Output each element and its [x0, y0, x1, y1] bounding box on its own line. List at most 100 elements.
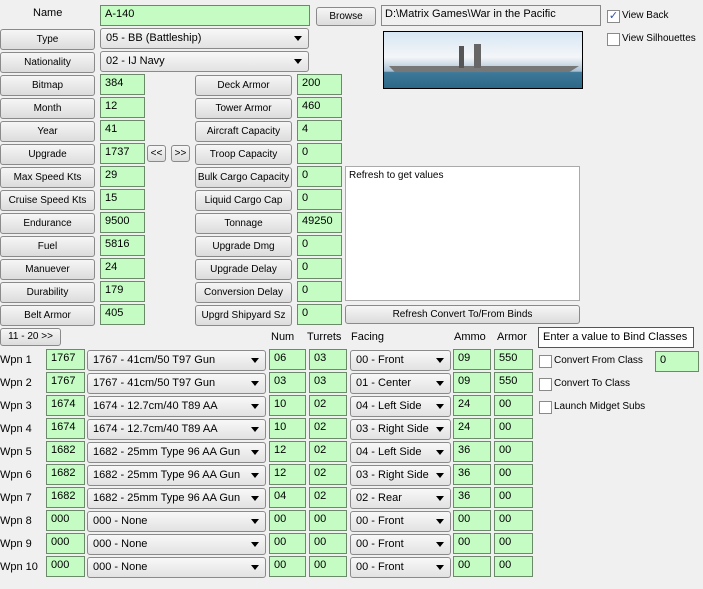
path-field[interactable]: D:\Matrix Games\War in the Pacific [381, 5, 601, 26]
weapon-ammo-input[interactable]: 36 [453, 441, 491, 462]
nationality-button[interactable]: Nationality [0, 52, 95, 73]
field-input[interactable]: 384 [100, 74, 145, 95]
weapon-num-input[interactable]: 10 [269, 395, 306, 416]
field-button[interactable]: Liquid Cargo Cap [195, 190, 292, 211]
weapon-armor-input[interactable]: 00 [494, 395, 533, 416]
field-input[interactable]: 0 [297, 189, 342, 210]
weapon-turrets-input[interactable]: 02 [309, 441, 347, 462]
field-input[interactable]: 5816 [100, 235, 145, 256]
field-button[interactable]: Cruise Speed Kts [0, 190, 95, 211]
field-input[interactable]: 15 [100, 189, 145, 210]
field-button[interactable]: Belt Armor [0, 305, 95, 326]
name-input[interactable]: A-140 [100, 5, 310, 26]
page-next-button[interactable]: 11 - 20 >> [0, 328, 61, 346]
weapon-code-input[interactable]: 000 [46, 533, 85, 554]
weapon-num-input[interactable]: 00 [269, 556, 306, 577]
field-input[interactable]: 0 [297, 235, 342, 256]
refresh-binds-button[interactable]: Refresh Convert To/From Binds [345, 305, 580, 324]
weapon-dropdown[interactable]: 1767 - 41cm/50 T97 Gun [87, 350, 266, 371]
weapon-armor-input[interactable]: 00 [494, 487, 533, 508]
weapon-turrets-input[interactable]: 03 [309, 349, 347, 370]
field-input[interactable]: 41 [100, 120, 145, 141]
weapon-armor-input[interactable]: 550 [494, 372, 533, 393]
field-input[interactable]: 460 [297, 97, 342, 118]
weapon-facing-dropdown[interactable]: 00 - Front [350, 557, 451, 578]
weapon-code-input[interactable]: 1682 [46, 487, 85, 508]
weapon-code-input[interactable]: 1767 [46, 349, 85, 370]
browse-button[interactable]: Browse [316, 7, 376, 26]
weapon-armor-input[interactable]: 550 [494, 349, 533, 370]
weapon-num-input[interactable]: 04 [269, 487, 306, 508]
weapon-dropdown[interactable]: 1674 - 12.7cm/40 T89 AA [87, 396, 266, 417]
field-button[interactable]: Month [0, 98, 95, 119]
field-button[interactable]: Tonnage [195, 213, 292, 234]
info-textarea[interactable]: Refresh to get values [345, 166, 580, 301]
weapon-ammo-input[interactable]: 36 [453, 464, 491, 485]
weapon-facing-dropdown[interactable]: 03 - Right Side [350, 419, 451, 440]
field-button[interactable]: Bulk Cargo Capacity [195, 167, 292, 188]
weapon-turrets-input[interactable]: 00 [309, 510, 347, 531]
field-button[interactable]: Upgrade Dmg [195, 236, 292, 257]
weapon-facing-dropdown[interactable]: 00 - Front [350, 534, 451, 555]
weapon-code-input[interactable]: 1682 [46, 441, 85, 462]
weapon-num-input[interactable]: 12 [269, 441, 306, 462]
field-input[interactable]: 29 [100, 166, 145, 187]
weapon-dropdown[interactable]: 000 - None [87, 557, 266, 578]
field-button[interactable]: Upgrade Delay [195, 259, 292, 280]
field-button[interactable]: Deck Armor [195, 75, 292, 96]
field-input[interactable]: 0 [297, 143, 342, 164]
weapon-dropdown[interactable]: 1767 - 41cm/50 T97 Gun [87, 373, 266, 394]
weapon-armor-input[interactable]: 00 [494, 533, 533, 554]
field-button[interactable]: Upgrd Shipyard Sz [195, 305, 292, 326]
field-input[interactable]: 0 [297, 281, 342, 302]
weapon-num-input[interactable]: 12 [269, 464, 306, 485]
weapon-ammo-input[interactable]: 09 [453, 372, 491, 393]
weapon-code-input[interactable]: 1674 [46, 395, 85, 416]
field-input[interactable]: 9500 [100, 212, 145, 233]
weapon-dropdown[interactable]: 1674 - 12.7cm/40 T89 AA [87, 419, 266, 440]
prev-upgrade-button[interactable]: << [147, 145, 166, 162]
weapon-code-input[interactable]: 1682 [46, 464, 85, 485]
field-input[interactable]: 1737 [100, 143, 145, 164]
weapon-turrets-input[interactable]: 00 [309, 556, 347, 577]
field-input[interactable]: 0 [297, 258, 342, 279]
view-back-checkbox[interactable]: ✓ [607, 10, 620, 23]
weapon-ammo-input[interactable]: 09 [453, 349, 491, 370]
weapon-armor-input[interactable]: 00 [494, 441, 533, 462]
weapon-turrets-input[interactable]: 00 [309, 533, 347, 554]
field-button[interactable]: Endurance [0, 213, 95, 234]
convert-from-input[interactable]: 0 [655, 351, 699, 372]
field-button[interactable]: Upgrade [0, 144, 95, 165]
view-silhouettes-checkbox[interactable] [607, 33, 620, 46]
weapon-facing-dropdown[interactable]: 04 - Left Side [350, 442, 451, 463]
weapon-num-input[interactable]: 06 [269, 349, 306, 370]
launch-midget-subs-checkbox[interactable] [539, 401, 552, 414]
weapon-num-input[interactable]: 00 [269, 510, 306, 531]
weapon-num-input[interactable]: 10 [269, 418, 306, 439]
field-button[interactable]: Troop Capacity [195, 144, 292, 165]
weapon-facing-dropdown[interactable]: 01 - Center [350, 373, 451, 394]
weapon-code-input[interactable]: 000 [46, 510, 85, 531]
weapon-turrets-input[interactable]: 03 [309, 372, 347, 393]
field-button[interactable]: Aircraft Capacity [195, 121, 292, 142]
weapon-dropdown[interactable]: 1682 - 25mm Type 96 AA Gun [87, 442, 266, 463]
convert-to-checkbox[interactable] [539, 378, 552, 391]
field-button[interactable]: Conversion Delay [195, 282, 292, 303]
weapon-num-input[interactable]: 03 [269, 372, 306, 393]
weapon-ammo-input[interactable]: 24 [453, 418, 491, 439]
weapon-facing-dropdown[interactable]: 04 - Left Side [350, 396, 451, 417]
weapon-facing-dropdown[interactable]: 03 - Right Side [350, 465, 451, 486]
convert-from-checkbox[interactable] [539, 355, 552, 368]
field-input[interactable]: 0 [297, 304, 342, 325]
field-input[interactable]: 200 [297, 74, 342, 95]
field-button[interactable]: Max Speed Kts [0, 167, 95, 188]
weapon-ammo-input[interactable]: 24 [453, 395, 491, 416]
weapon-ammo-input[interactable]: 00 [453, 556, 491, 577]
weapon-code-input[interactable]: 000 [46, 556, 85, 577]
field-input[interactable]: 179 [100, 281, 145, 302]
field-button[interactable]: Durability [0, 282, 95, 303]
weapon-dropdown[interactable]: 000 - None [87, 534, 266, 555]
weapon-turrets-input[interactable]: 02 [309, 487, 347, 508]
weapon-armor-input[interactable]: 00 [494, 510, 533, 531]
field-button[interactable]: Manuever [0, 259, 95, 280]
